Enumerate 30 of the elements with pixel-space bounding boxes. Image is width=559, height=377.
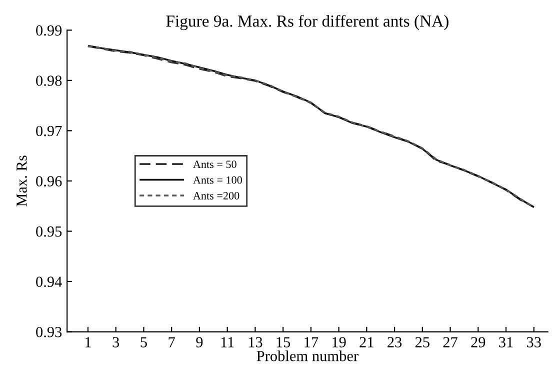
x-tick-label: 15 [276, 337, 290, 348]
x-tick-label: 9 [196, 337, 203, 348]
x-tick-label: 1 [86, 337, 91, 348]
x-tick-label: 21 [360, 337, 374, 348]
y-tick-label: 0.98 [36, 76, 62, 86]
x-tick-label: 17 [304, 337, 318, 348]
legend-label: Ants =200 [193, 192, 240, 200]
x-tick-label: 27 [443, 337, 458, 348]
y-tick-label: 0.93 [36, 326, 62, 338]
x-tick-label: 25 [415, 337, 430, 348]
legend-label: Ants = 50 [193, 160, 236, 168]
y-tick-label: 0.96 [36, 176, 62, 186]
y-axis-title: Max. Rs [16, 156, 27, 206]
x-tick-label: 31 [499, 337, 513, 348]
x-tick-label: 3 [112, 337, 120, 348]
y-tick-label: 0.94 [36, 276, 62, 288]
x-axis-title: Problem number [256, 350, 358, 362]
y-tick-label: 0.97 [36, 126, 62, 136]
x-tick-label: 7 [168, 337, 175, 348]
y-tick-label: 0.99 [36, 25, 62, 36]
legend-label: Ants = 100 [193, 176, 242, 184]
x-tick-label: 19 [332, 337, 346, 348]
x-tick-label: 13 [248, 337, 262, 348]
y-tick-label: 0.95 [36, 226, 62, 237]
x-tick-label: 5 [140, 337, 147, 348]
chart-title: Figure 9a. Max. Rs for different ants (NA) [166, 14, 448, 30]
x-tick-label: 33 [526, 337, 541, 348]
x-tick-label: 29 [471, 337, 486, 348]
x-tick-label: 23 [388, 337, 402, 348]
x-tick-label: 11 [221, 337, 234, 348]
